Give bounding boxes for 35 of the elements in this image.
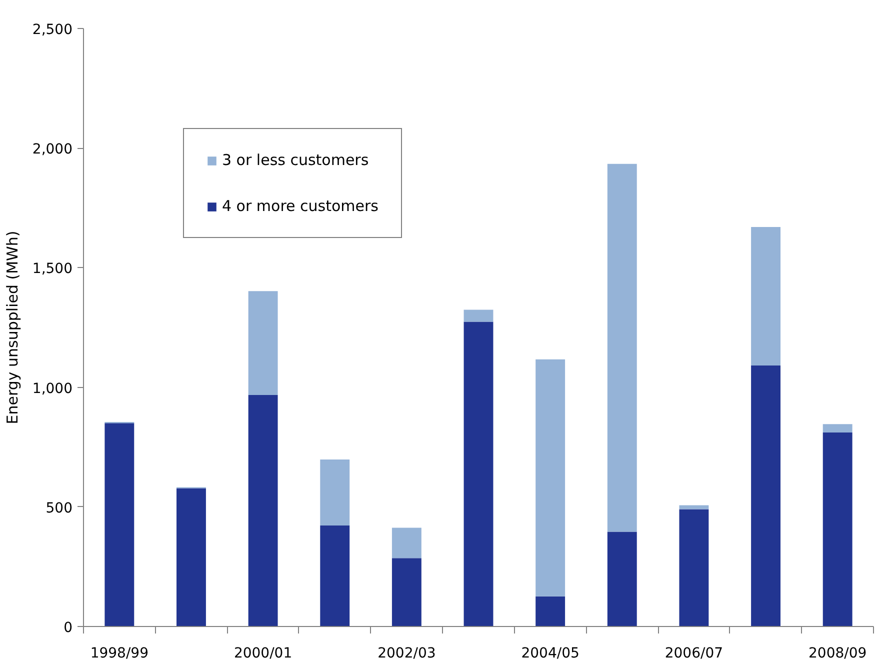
bar [248, 291, 278, 395]
legend-label: 3 or less customers [222, 151, 369, 169]
bar [176, 488, 206, 626]
y-tick-label: 500 [46, 500, 73, 516]
bar [104, 423, 134, 626]
bar [248, 394, 278, 626]
bar [607, 164, 637, 532]
y-axis-title: Energy unsupplied (MWh) [3, 230, 22, 424]
legend-label: 4 or more customers [222, 197, 378, 215]
y-tick-label: 1,500 [32, 261, 73, 278]
x-tick-label: 1998/99 [90, 646, 148, 662]
bar [392, 528, 422, 558]
x-tick-label: 2006/07 [664, 646, 724, 662]
bar [822, 424, 852, 433]
x-tick-label: 2002/03 [378, 646, 436, 662]
bar [679, 505, 709, 510]
y-tick-label: 2,000 [32, 142, 73, 158]
bar [822, 432, 852, 626]
bar [536, 596, 566, 626]
bar [679, 509, 709, 626]
x-tick-label: 2004/05 [521, 646, 580, 662]
bar [536, 359, 566, 596]
bar [320, 460, 350, 526]
bar [464, 322, 494, 626]
x-tick-label: 2000/01 [234, 646, 292, 662]
y-tick-label: 0 [64, 620, 73, 636]
y-tick-label: 1,000 [32, 380, 73, 397]
bar [464, 310, 494, 322]
y-tick-label: 2,500 [32, 22, 73, 38]
bar [607, 532, 637, 626]
bar [320, 526, 350, 626]
bar [751, 366, 780, 626]
bar [392, 558, 422, 626]
x-tick-label: 2008/09 [808, 646, 867, 662]
bar [751, 227, 780, 366]
